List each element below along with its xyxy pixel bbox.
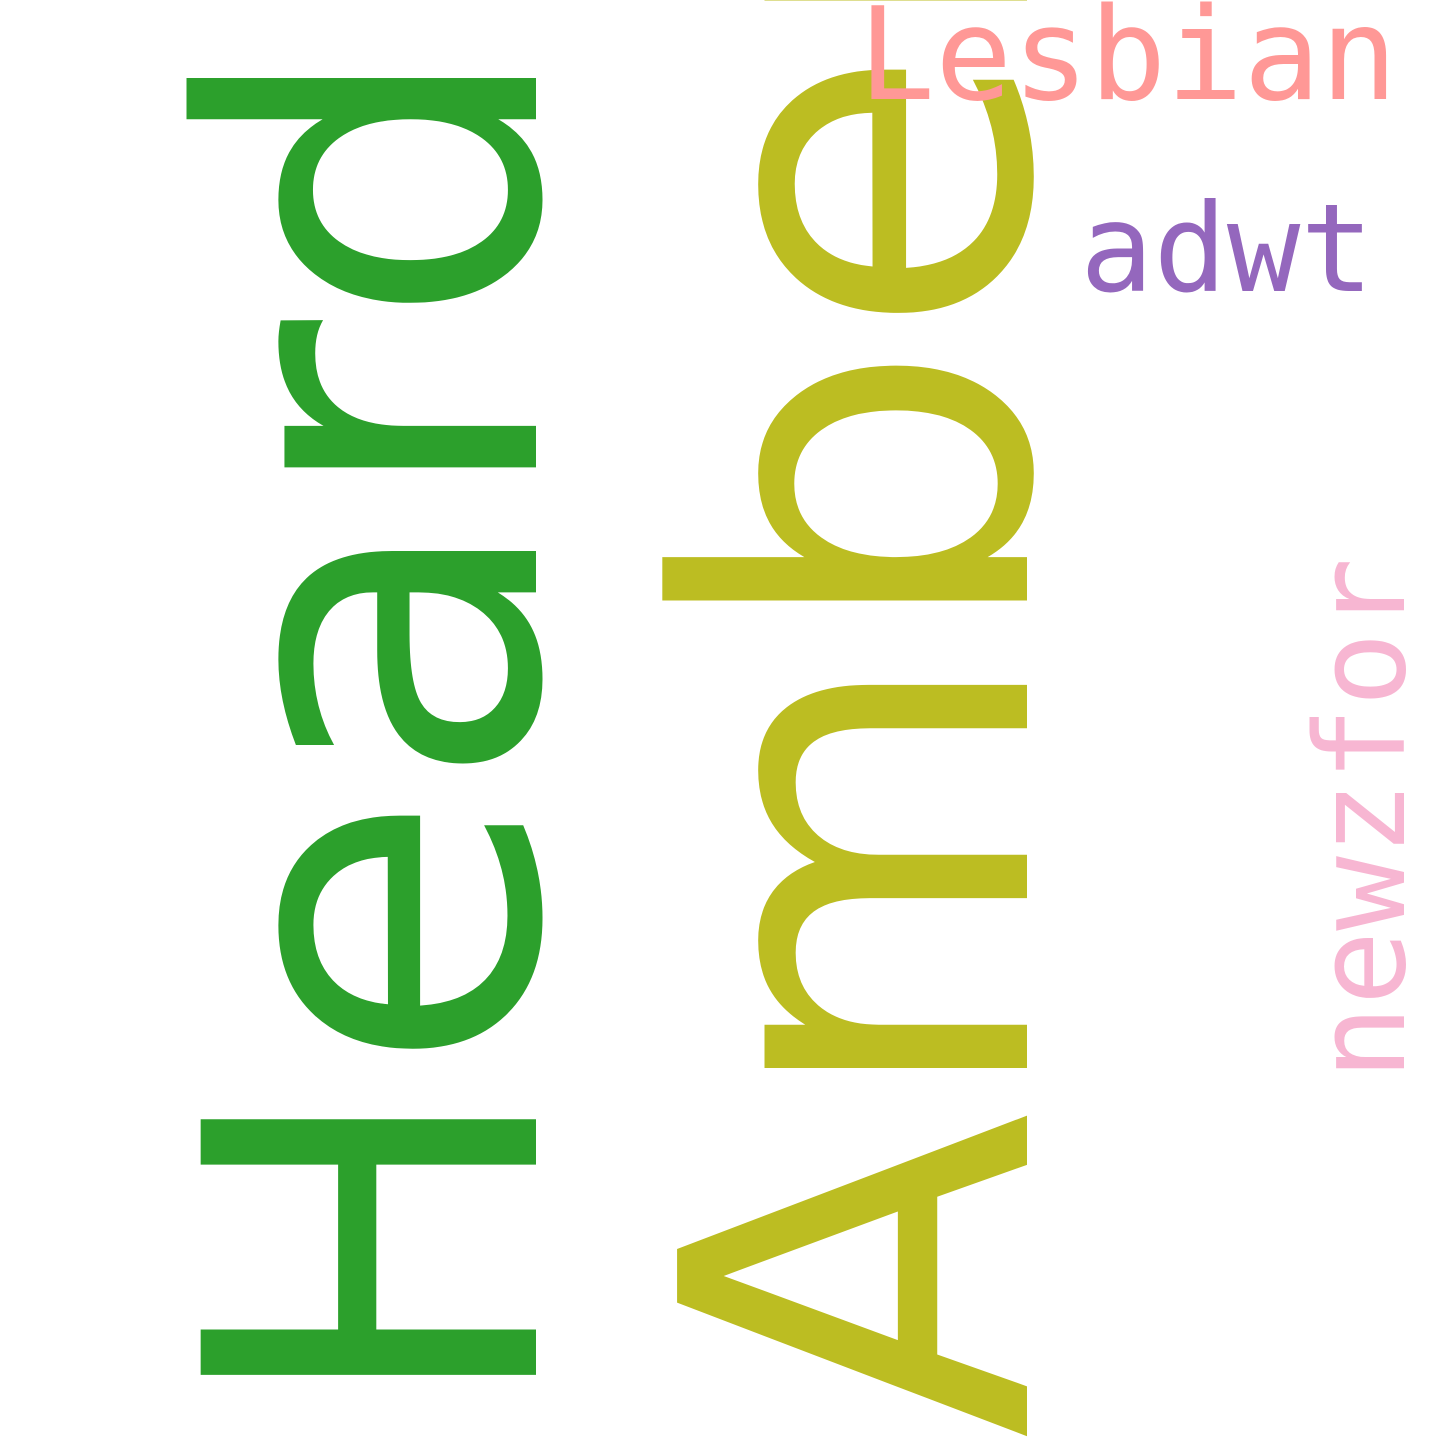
word-lesbian: Lesbian bbox=[858, 0, 1398, 130]
word-amber: Amber bbox=[582, 0, 1141, 1440]
word-newzfor: newzfor bbox=[1290, 557, 1434, 1080]
word-adwt: adwt bbox=[1080, 178, 1374, 320]
word-heard: Heard bbox=[110, 36, 645, 1420]
